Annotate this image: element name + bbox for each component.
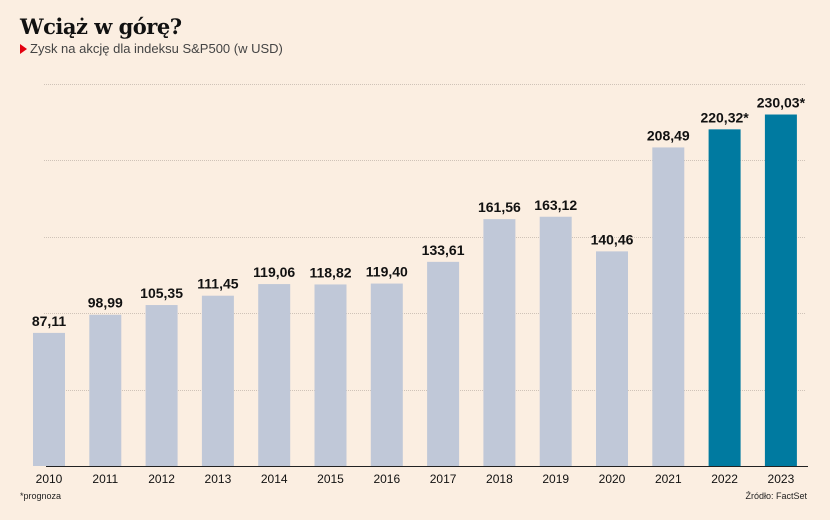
bar-2021 — [652, 147, 685, 466]
bar-2022 — [708, 129, 741, 466]
bar-2015 — [314, 284, 347, 466]
subtitle-text: Zysk na akcję dla indeksu S&P500 (w USD) — [30, 41, 283, 56]
x-tick-2016: 2016 — [373, 472, 400, 486]
bar-2018 — [483, 219, 516, 466]
bar-2014 — [258, 284, 291, 466]
chart-title: Wciąż w górę? — [20, 14, 182, 39]
data-label-2017: 133,61 — [422, 242, 465, 258]
forecast-footnote: *prognoza — [20, 491, 62, 501]
x-tick-2022: 2022 — [711, 472, 738, 486]
x-tick-2015: 2015 — [317, 472, 344, 486]
x-tick-2011: 2011 — [92, 472, 118, 486]
source-note: Źródło: FactSet — [745, 491, 807, 501]
x-tick-2010: 2010 — [36, 472, 63, 486]
data-label-2019: 163,12 — [534, 197, 577, 213]
x-tick-2012: 2012 — [148, 472, 175, 486]
bar-2023 — [764, 114, 797, 466]
chart-subtitle: Zysk na akcję dla indeksu S&P500 (w USD) — [20, 41, 283, 56]
x-tick-2018: 2018 — [486, 472, 513, 486]
x-tick-2014: 2014 — [261, 472, 288, 486]
data-label-2023: 230,03* — [757, 95, 806, 111]
x-tick-2020: 2020 — [599, 472, 626, 486]
data-label-2011: 98,99 — [88, 295, 123, 311]
bar-2017 — [427, 261, 460, 466]
x-tick-2023: 2023 — [768, 472, 795, 486]
data-label-2013: 111,45 — [197, 276, 238, 292]
x-tick-2019: 2019 — [542, 472, 569, 486]
data-label-2012: 105,35 — [140, 285, 183, 301]
data-label-2020: 140,46 — [591, 231, 634, 247]
bar-2019 — [539, 216, 572, 466]
data-label-2021: 208,49 — [647, 127, 690, 143]
x-tick-2013: 2013 — [205, 472, 232, 486]
bar-2012 — [145, 305, 178, 466]
bar-2016 — [370, 283, 403, 466]
data-label-2018: 161,56 — [478, 199, 521, 215]
data-label-2014: 119,06 — [253, 264, 295, 280]
bar-2010 — [33, 332, 65, 466]
data-label-2010: 87,11 — [32, 313, 66, 329]
data-label-2022: 220,32* — [700, 109, 749, 125]
x-tick-2017: 2017 — [430, 472, 457, 486]
triangle-marker-icon — [20, 43, 27, 54]
x-tick-2021: 2021 — [655, 472, 682, 486]
data-label-2015: 118,82 — [309, 264, 351, 280]
bar-2013 — [201, 295, 234, 466]
data-label-2016: 119,40 — [366, 264, 408, 280]
bar-2011 — [89, 314, 122, 466]
bar-2020 — [596, 251, 628, 466]
